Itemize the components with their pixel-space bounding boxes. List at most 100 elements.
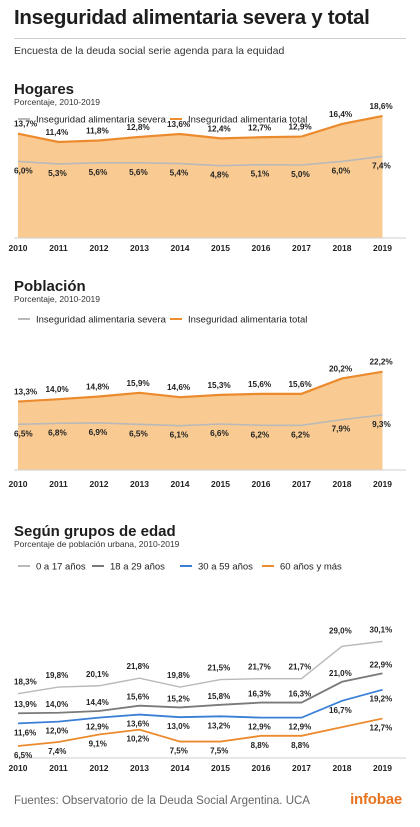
x-tick-label: 2011 [49,479,68,489]
data-label-severa: 6,0% [14,166,33,175]
data-label-severa: 6,5% [14,429,33,438]
data-label-severa: 5,6% [129,168,148,177]
data-label-severa: 6,6% [210,429,229,438]
data-label-age: 16,3% [289,690,312,699]
x-tick-label: 2018 [333,763,352,773]
data-label-severa: 7,9% [332,425,351,434]
x-tick-label: 2010 [9,243,28,253]
data-label-age: 15,8% [208,692,231,701]
legend-age-group-label: 60 años y más [280,562,342,573]
x-tick-label: 2019 [373,763,392,773]
data-label-severa: 4,8% [210,171,229,180]
data-label-severa: 5,3% [48,169,67,178]
data-label-age: 13,0% [167,722,190,731]
data-label-severa: 9,3% [372,420,391,429]
panel-subtitle: Porcentaje de población urbana, 2010-201… [14,539,180,549]
data-label-age: 12,9% [248,723,271,732]
data-label-total: 11,4% [46,128,69,137]
severa-line [17,414,383,427]
data-label-total: 14,0% [46,385,70,394]
x-tick-label: 2014 [171,763,190,773]
panel-subtitle: Porcentaje, 2010-2019 [14,97,100,107]
data-label-severa: 6,9% [89,428,108,437]
data-label-age: 7,4% [48,747,66,756]
data-label-age: 13,9% [14,700,37,709]
data-label-age: 21,5% [208,664,231,673]
data-label-age: 29,0% [329,626,352,635]
data-label-total: 18,6% [370,102,394,111]
legend-age-group-label: 30 a 59 años [198,562,253,573]
legend-severa-label: Inseguridad alimentaria severa [36,315,167,326]
data-label-severa: 6,2% [251,430,270,439]
series-line-1 [17,640,383,695]
data-label-age: 21,7% [289,663,312,672]
data-label-severa: 6,0% [332,166,351,175]
panel-title: Población [14,278,86,295]
data-label-total: 13,7% [14,120,38,129]
data-label-age: 12,9% [289,723,312,732]
x-tick-label: 2016 [252,479,271,489]
data-label-total: 14,8% [86,383,110,392]
data-label-age: 12,0% [46,727,69,736]
brand-logo: infobae [350,791,402,808]
data-label-age: 16,7% [329,706,352,715]
x-tick-label: 2013 [130,479,149,489]
data-label-total: 15,6% [248,380,272,389]
data-label-severa: 5,1% [251,170,270,179]
panel-title: Hogares [14,81,74,98]
data-label-age: 6,5% [14,751,32,760]
page-subtitle: Encuesta de la deuda social serie agenda… [14,45,285,57]
x-tick-label: 2017 [292,243,311,253]
legend-age-group-label: 0 a 17 años [36,562,86,573]
data-label-age: 11,6% [14,728,36,737]
data-label-age: 19,2% [370,695,393,704]
data-label-severa: 6,1% [170,431,189,440]
x-tick-label: 2018 [333,243,352,253]
data-label-age: 9,1% [89,739,107,748]
data-label-age: 18,3% [14,678,37,687]
data-label-age: 8,8% [251,741,269,750]
x-tick-label: 2017 [292,763,311,773]
title-divider [14,38,406,39]
data-label-age: 7,5% [210,747,228,756]
data-label-severa: 5,0% [291,170,310,179]
data-label-total: 11,8% [86,127,109,136]
x-tick-label: 2010 [9,763,28,773]
x-tick-label: 2012 [90,243,109,253]
x-tick-label: 2010 [9,479,28,489]
data-label-age: 8,8% [291,741,309,750]
x-tick-label: 2018 [333,479,352,489]
data-label-age: 10,2% [127,735,150,744]
panel-title: Según grupos de edad [14,523,176,540]
data-label-age: 14,0% [46,700,69,709]
data-label-age: 19,8% [46,671,69,680]
series-line-4 [17,717,383,747]
data-label-age: 19,8% [167,671,190,680]
x-tick-label: 2014 [171,243,190,253]
data-label-severa: 6,8% [48,428,67,437]
data-label-age: 30,1% [370,625,393,634]
data-label-age: 12,7% [370,724,393,733]
data-label-total: 12,9% [289,123,313,132]
severa-line [17,155,383,167]
data-label-age: 15,2% [167,694,190,703]
x-tick-label: 2015 [211,763,230,773]
series-line-2 [17,672,383,715]
data-label-severa: 6,5% [129,429,148,438]
data-label-age: 7,5% [170,747,188,756]
total-line [17,114,383,144]
data-label-total: 14,6% [167,383,191,392]
legend-severa-label: Inseguridad alimentaria severa [36,115,167,126]
data-label-age: 13,6% [127,720,150,729]
data-label-age: 12,9% [86,723,109,732]
data-label-total: 16,4% [329,110,353,119]
data-label-age: 21,8% [127,662,150,671]
data-label-severa: 6,2% [291,430,310,439]
x-tick-label: 2013 [130,243,149,253]
x-tick-label: 2015 [211,243,230,253]
x-tick-label: 2012 [90,763,109,773]
x-tick-label: 2019 [373,243,392,253]
x-tick-label: 2011 [49,763,68,773]
data-label-age: 22,9% [370,660,393,669]
page-title: Inseguridad alimentaria severa y total [14,6,370,29]
